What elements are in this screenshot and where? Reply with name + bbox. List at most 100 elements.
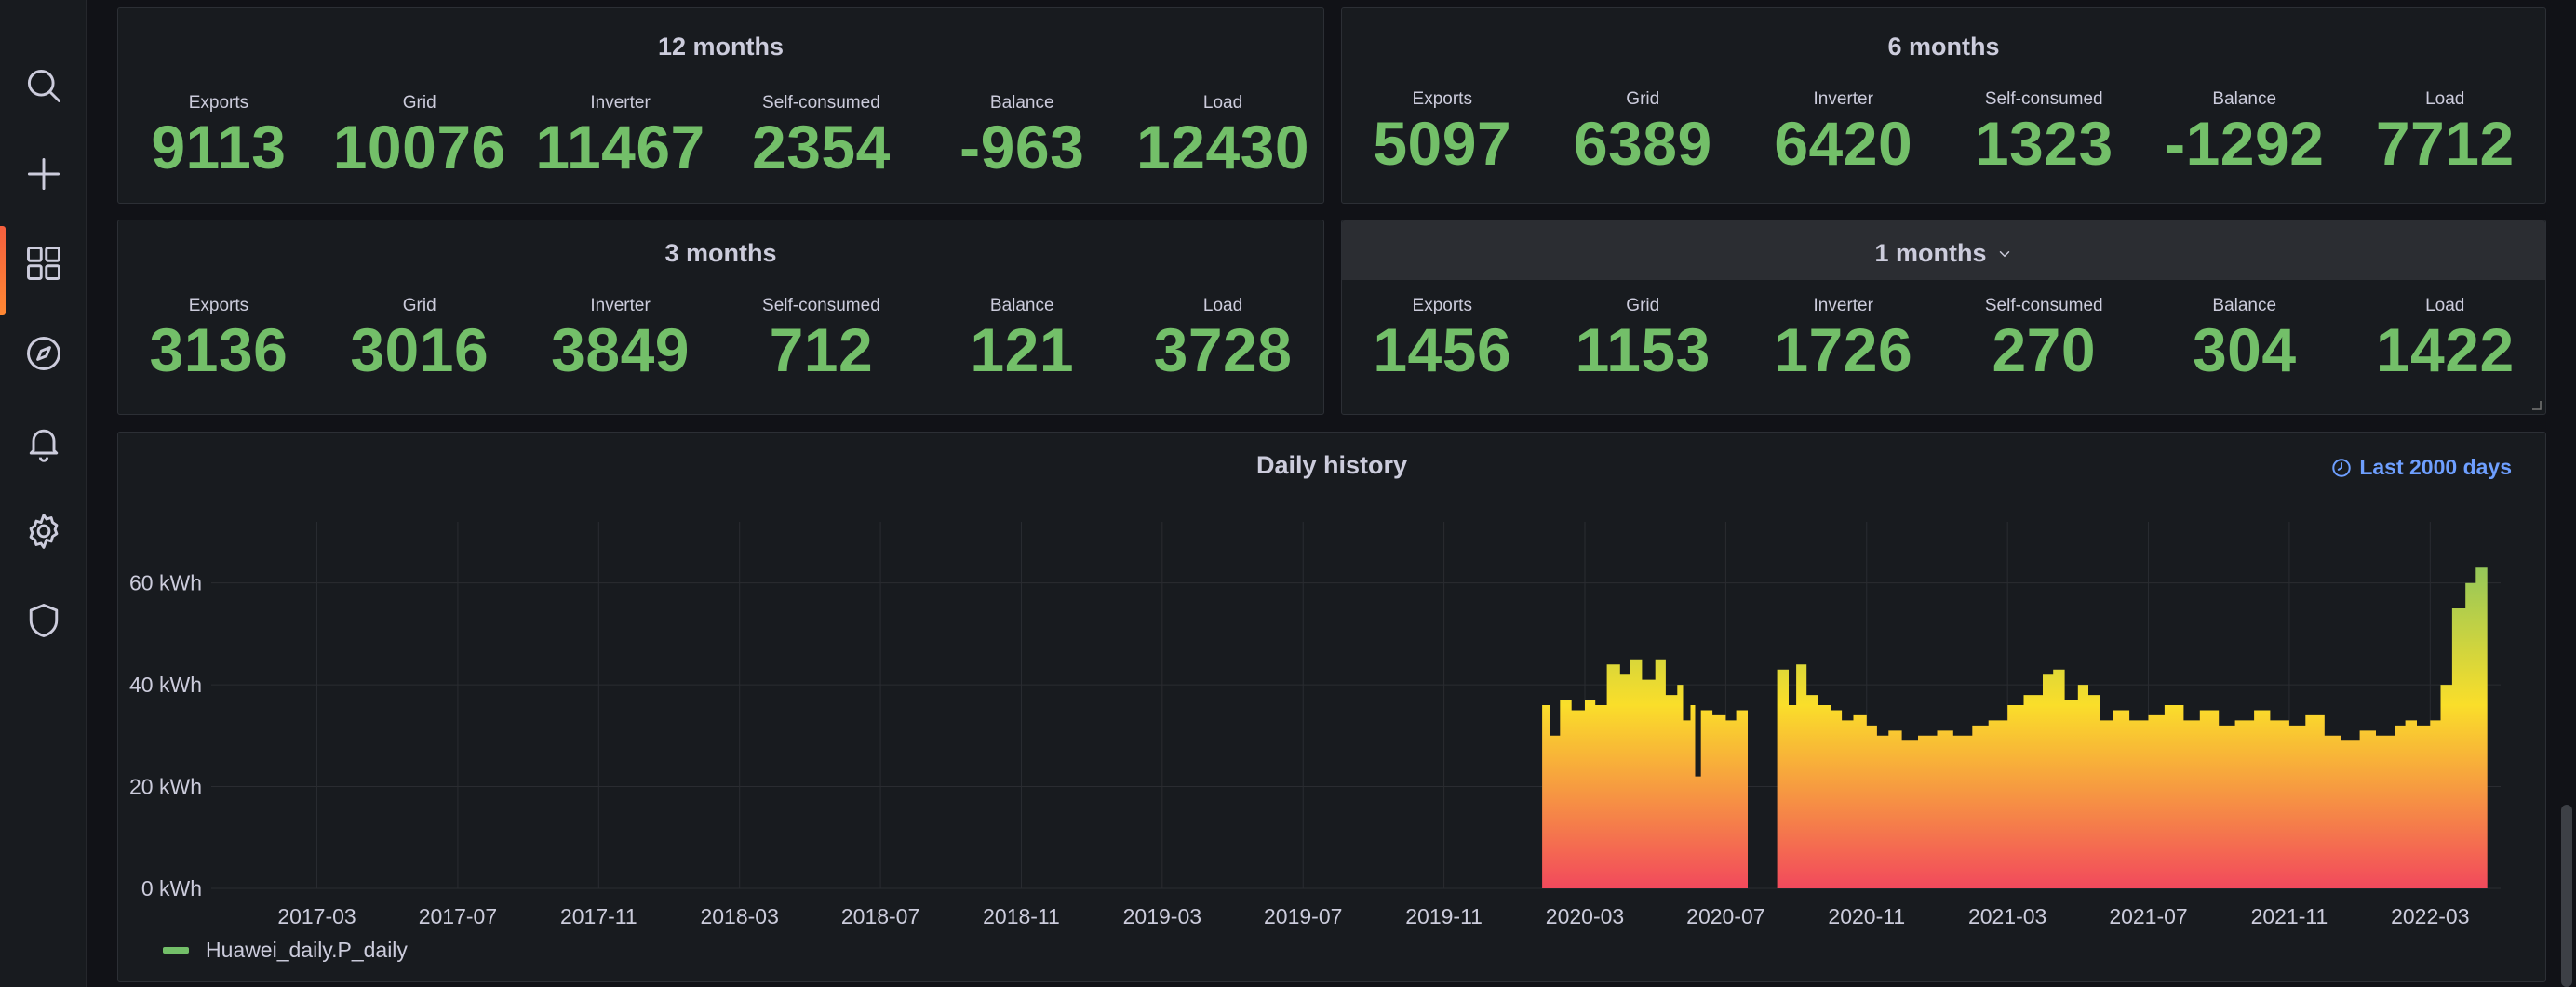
stat-grid: Grid 10076 xyxy=(319,92,520,180)
stat-value: 1422 xyxy=(2375,315,2515,384)
stat-label: Self-consumed xyxy=(1984,296,2103,315)
stat-label: Grid xyxy=(402,296,436,315)
resize-handle-icon[interactable] xyxy=(2530,399,2542,410)
legend[interactable]: Huawei_daily.P_daily xyxy=(163,938,408,963)
stat-label: Self-consumed xyxy=(762,93,880,113)
legend-label: Huawei_daily.P_daily xyxy=(206,938,408,962)
x-tick-label: 2022-03 xyxy=(2391,904,2469,928)
x-tick-label: 2020-11 xyxy=(1828,904,1905,928)
x-tick-label: 2019-03 xyxy=(1123,904,1201,928)
y-axis: 0 kWh 20 kWh 40 kWh 60 kWh xyxy=(129,571,202,900)
stat-label: Self-consumed xyxy=(1984,89,2103,109)
stat-self-consumed: Self-consumed 1323 xyxy=(1944,88,2145,176)
legend-swatch xyxy=(163,947,189,954)
stat-value: 270 xyxy=(1992,315,2097,384)
stat-panel-12-months[interactable]: 12 months Exports 9113 Grid 10076 Inverter… xyxy=(117,7,1324,204)
stat-inverter: Inverter 11467 xyxy=(520,92,721,180)
stat-balance: Balance 304 xyxy=(2144,295,2345,382)
x-axis: 2017-03 2017-07 2017-11 2018-03 2018-07 2018-… xyxy=(277,904,2469,928)
dashboards-icon[interactable] xyxy=(0,226,87,315)
panel-title: 6 months xyxy=(1887,33,2000,60)
x-tick-label: 2020-03 xyxy=(1546,904,1624,928)
panel-title: 3 months xyxy=(664,239,777,267)
panel-title: 1 months xyxy=(1874,239,1987,267)
stat-label: Self-consumed xyxy=(762,296,880,315)
x-tick-label: 2021-03 xyxy=(1968,904,2046,928)
stat-value: 3728 xyxy=(1153,315,1293,384)
stat-inverter: Inverter 3849 xyxy=(520,295,721,382)
stat-value: 121 xyxy=(970,315,1075,384)
stat-value: 1323 xyxy=(1974,109,2113,178)
chevron-down-icon xyxy=(1999,250,2009,257)
stat-label: Grid xyxy=(402,93,436,113)
x-tick-label: 2019-11 xyxy=(1405,904,1483,928)
stat-label: Exports xyxy=(1412,296,1472,315)
settings-icon[interactable] xyxy=(0,494,87,568)
search-icon[interactable] xyxy=(0,48,87,123)
stat-label: Load xyxy=(1202,93,1243,113)
alerting-icon[interactable] xyxy=(0,406,87,480)
stat-grid: Grid 6389 xyxy=(1543,88,1744,176)
y-tick-label: 40 kWh xyxy=(129,673,202,697)
stat-balance: Balance 121 xyxy=(921,295,1122,382)
stat-value: 3849 xyxy=(551,315,690,384)
stat-grid: Grid 3016 xyxy=(319,295,520,382)
series-segment xyxy=(1542,659,1748,888)
panel-header[interactable] xyxy=(1342,220,2545,280)
stat-balance: Balance -1292 xyxy=(2144,88,2345,176)
stat-inverter: Inverter 1726 xyxy=(1743,295,1944,382)
x-tick-label: 2018-03 xyxy=(700,904,778,928)
series-area xyxy=(1542,567,2488,888)
stat-row: Exports 5097 Grid 6389 Inverter 6420 Self-c… xyxy=(1342,88,2545,176)
stat-load: Load 3728 xyxy=(1122,295,1323,382)
time-range-info[interactable]: Last 2000 days xyxy=(2331,455,2512,480)
panel-title-menu[interactable]: 1 months xyxy=(1342,239,2545,268)
y-tick-label: 60 kWh xyxy=(129,571,202,595)
daily-history-panel[interactable]: Daily history Last 2000 days 0 kWh 20 kWh… xyxy=(117,432,2546,982)
stat-label: Load xyxy=(1202,296,1243,315)
sidebar xyxy=(0,0,87,987)
stat-self-consumed: Self-consumed 270 xyxy=(1944,295,2145,382)
stat-load: Load 12430 xyxy=(1122,92,1323,180)
stat-label: Exports xyxy=(188,93,249,113)
stat-panel-1-months[interactable]: 1 months Exports 1456 Grid 1153 Inverter 17… xyxy=(1341,220,2546,415)
clock-icon xyxy=(2332,458,2352,477)
stat-value: 11467 xyxy=(535,113,705,181)
stat-label: Inverter xyxy=(1813,296,1873,315)
panel-title: 12 months xyxy=(657,33,785,60)
stat-value: -1292 xyxy=(2165,109,2325,178)
stat-row: Exports 3136 Grid 3016 Inverter 3849 Self-c… xyxy=(118,295,1323,382)
stat-value: 10076 xyxy=(332,113,506,181)
stat-label: Inverter xyxy=(590,93,651,113)
stat-label: Balance xyxy=(989,296,1054,315)
stat-value: 1726 xyxy=(1774,315,1913,384)
explore-icon[interactable] xyxy=(0,316,87,391)
stat-label: Inverter xyxy=(590,296,651,315)
stat-exports: Exports 3136 xyxy=(118,295,319,382)
y-tick-label: 20 kWh xyxy=(129,775,202,799)
stat-panel-3-months[interactable]: 3 months Exports 3136 Grid 3016 Inverter 38… xyxy=(117,220,1324,415)
shield-icon[interactable] xyxy=(0,583,87,658)
stat-value: -963 xyxy=(959,113,1085,181)
plus-icon[interactable] xyxy=(0,137,87,211)
stat-load: Load 7712 xyxy=(2345,88,2546,176)
x-tick-label: 2017-07 xyxy=(419,904,497,928)
stat-panel-6-months[interactable]: 6 months Exports 5097 Grid 6389 Inverter 64… xyxy=(1341,7,2546,204)
stat-grid: Grid 1153 xyxy=(1543,295,1744,382)
scrollbar[interactable] xyxy=(2561,805,2572,987)
x-tick-label: 2017-03 xyxy=(277,904,356,928)
stat-self-consumed: Self-consumed 2354 xyxy=(720,92,921,180)
stat-exports: Exports 5097 xyxy=(1342,88,1543,176)
stat-value: 2354 xyxy=(751,113,891,181)
stat-label: Inverter xyxy=(1813,89,1873,109)
stat-label: Balance xyxy=(2212,296,2277,315)
stat-self-consumed: Self-consumed 712 xyxy=(720,295,921,382)
time-range-label: Last 2000 days xyxy=(2359,455,2512,479)
stat-value: 304 xyxy=(2192,315,2297,384)
stat-label: Balance xyxy=(2212,89,2277,109)
stat-value: 6420 xyxy=(1774,109,1913,178)
stat-value: 3016 xyxy=(350,315,490,384)
x-tick-label: 2019-07 xyxy=(1264,904,1342,928)
